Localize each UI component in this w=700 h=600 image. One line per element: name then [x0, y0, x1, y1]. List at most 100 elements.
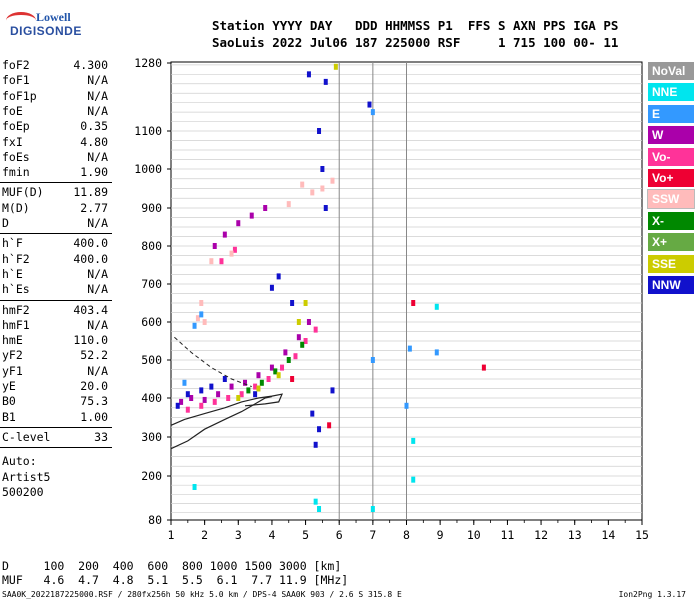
legend-item-nne: NNE [648, 83, 694, 102]
param-value: 20.0 [80, 379, 108, 393]
param-label: B0 [2, 394, 16, 409]
param-m-d: M(D) 2.77 [2, 201, 108, 216]
y-tick-label: 600 [141, 315, 162, 329]
echo-point [256, 385, 261, 392]
param-label: foEp [2, 119, 30, 134]
param-label: M(D) [2, 200, 30, 215]
echo-point [185, 406, 190, 413]
x-tick-label: 2 [201, 528, 208, 542]
lowell-digisonde-logo: Lowell DIGISONDE [6, 10, 81, 46]
echo-point [323, 205, 328, 211]
param-separator [0, 447, 112, 449]
param-value: 1.90 [80, 165, 108, 180]
y-tick-label: 300 [141, 430, 162, 444]
echo-point [229, 250, 234, 257]
x-tick-label: 11 [500, 528, 514, 542]
x-tick-label: 3 [235, 528, 242, 542]
y-tick-label: 1000 [134, 162, 162, 176]
profile-curve-dashed [174, 336, 252, 388]
param-value: 110.0 [73, 333, 108, 348]
echo-point [327, 422, 332, 429]
echo-point [222, 231, 227, 238]
y-tick-label: 400 [141, 391, 162, 405]
echo-point [202, 396, 207, 403]
param-label: foF2 [2, 58, 30, 72]
echo-point [199, 402, 204, 409]
echo-point [330, 387, 335, 394]
echo-point [219, 258, 224, 265]
param-value: N/A [87, 363, 108, 378]
param-h-es: h`Es N/A [2, 282, 108, 297]
param-fxi: fxI 4.80 [2, 135, 108, 150]
echo-point [253, 391, 258, 398]
param-hmf1: hmF1 N/A [2, 318, 108, 333]
profile-curve [170, 395, 273, 450]
param-value: 400.0 [73, 236, 108, 251]
legend-item-x: X- [648, 211, 694, 230]
echo-point [263, 205, 268, 211]
param-separator [0, 182, 112, 184]
param-foep: foEp 0.35 [2, 119, 108, 134]
echo-point [370, 109, 375, 116]
param-label: fxI [2, 134, 23, 149]
echo-point [185, 391, 190, 398]
param-h-e: h`E N/A [2, 267, 108, 282]
echo-point [243, 379, 248, 386]
param-value: N/A [87, 282, 108, 297]
x-tick-label: 12 [534, 528, 548, 542]
autoscaling-line1: Auto: [2, 454, 37, 469]
echo-point [222, 376, 227, 382]
param-value: 400.0 [73, 251, 108, 266]
param-hme: hmE 110.0 [2, 333, 108, 348]
x-tick-label: 13 [568, 528, 582, 542]
echo-point [434, 349, 439, 356]
legend-item-x: X+ [648, 233, 694, 252]
param-label: h`E [2, 266, 23, 281]
header-column-values: SaoLuis 2022 Jul06 187 225000 RSF 1 715 … [212, 35, 619, 50]
param-value: N/A [87, 216, 108, 230]
echo-point [317, 426, 322, 433]
autoscaling-line2: Artist5 [2, 469, 51, 484]
echo-point [209, 258, 214, 265]
version-label: Ion2Png 1.3.17 [618, 590, 686, 599]
param-b0: B0 75.3 [2, 394, 108, 409]
echo-point [269, 364, 274, 371]
param-separator [0, 233, 112, 235]
logo-swoosh [6, 12, 36, 29]
echo-point [276, 372, 281, 379]
param-label: B1 [2, 409, 16, 424]
param-label: hmE [2, 333, 23, 348]
param-label: MUF(D) [2, 185, 44, 200]
echo-point [313, 498, 318, 505]
param-label: foE [2, 103, 23, 118]
echo-point [249, 212, 254, 219]
param-fof1: foF1 N/A [2, 73, 108, 88]
param-fof2: foF2 4.300 [2, 58, 108, 73]
y-tick-label: 900 [141, 201, 162, 215]
echo-point [290, 300, 295, 306]
echo-point [216, 391, 221, 398]
param-value: 2.77 [80, 200, 108, 215]
param-label: foF1p [2, 88, 37, 103]
echo-point [236, 220, 241, 227]
param-value: N/A [87, 88, 108, 103]
header-column-names: Station YYYY DAY DDD HHMMSS P1 FFS S AXN… [212, 18, 619, 33]
y-tick-label: 500 [141, 353, 162, 367]
echo-point [226, 395, 231, 401]
param-value: N/A [87, 103, 108, 118]
y-tick-label: 700 [141, 277, 162, 291]
param-yf1: yF1 N/A [2, 364, 108, 379]
x-tick-label: 1 [168, 528, 175, 542]
echo-point [229, 383, 234, 390]
x-tick-label: 9 [437, 528, 444, 542]
echo-point [239, 391, 244, 398]
echo-point [411, 476, 416, 483]
param-b1: B1 1.00 [2, 410, 108, 425]
echo-point [232, 246, 237, 253]
echo-point [199, 300, 204, 306]
legend-item-vo: Vo- [648, 147, 694, 166]
echo-point [199, 387, 204, 394]
x-tick-label: 14 [601, 528, 615, 542]
x-tick-label: 10 [467, 528, 481, 542]
